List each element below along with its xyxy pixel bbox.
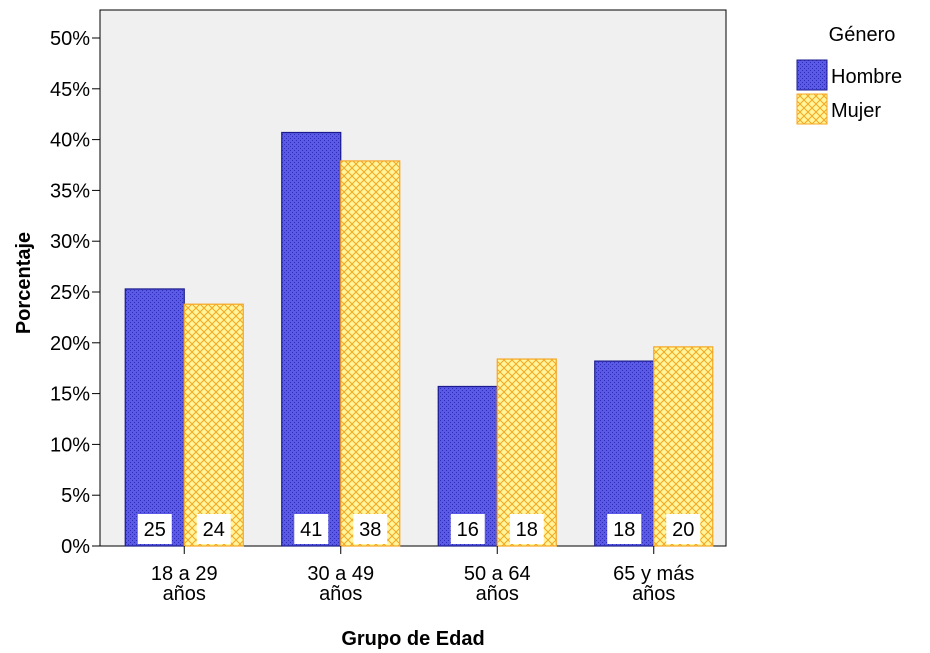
data-label: 38 [359,519,381,541]
y-tick-label: 0% [61,536,90,558]
data-label-box [666,514,701,544]
y-tick-label: 15% [50,384,90,406]
y-tick-label: 25% [50,282,90,304]
data-label-box [196,514,231,544]
y-tick-label: 20% [50,333,90,355]
x-tick-label: 30 a 49 [307,563,374,585]
y-tick-label: 50% [50,28,90,50]
bar-mujer [183,303,244,547]
data-label: 18 [613,519,635,541]
bar-mujer [496,358,557,547]
legend-swatch-mujer [796,93,828,125]
x-axis-title: Grupo de Edad [341,628,484,650]
bar-hombre [281,131,342,547]
data-label: 41 [300,519,322,541]
bar-hombre [124,288,185,547]
x-tick-label: 18 a 29 [151,563,218,585]
data-label-box [353,514,388,544]
data-label-box [137,514,172,544]
x-tick-label: años [632,583,675,605]
y-axis-title: Porcentaje [13,232,35,334]
legend-label-hombre: Hombre [831,66,902,88]
legend: Género Hombre Mujer [796,24,902,125]
data-label-box [607,514,642,544]
data-label: 24 [203,519,225,541]
legend-title: Género [829,24,896,46]
y-tick-label: 10% [50,434,90,456]
data-label: 18 [516,519,538,541]
x-tick-label: 65 y más [613,563,694,585]
data-label-box [509,514,544,544]
x-tick-label: años [163,583,206,605]
y-tick-label: 30% [50,231,90,253]
y-axis: 0% 5% 10% 15% 20% 25% 30% 35% 40% 45% 50% [50,28,100,558]
data-label: 20 [672,519,694,541]
y-tick-label: 35% [50,180,90,202]
bar-mujer [340,160,401,547]
data-label-box [294,514,329,544]
data-label: 25 [144,519,166,541]
x-tick-label: años [476,583,519,605]
data-label-box [450,514,485,544]
y-tick-label: 5% [61,485,90,507]
x-tick-label: 50 a 64 [464,563,531,585]
bar-mujer [653,346,714,547]
legend-label-mujer: Mujer [831,100,881,122]
legend-swatch-hombre [796,59,828,91]
data-label: 16 [457,519,479,541]
bars: 25 24 41 38 16 18 18 20 [124,131,714,547]
x-tick-label: años [319,583,362,605]
y-tick-label: 45% [50,79,90,101]
y-tick-label: 40% [50,130,90,152]
